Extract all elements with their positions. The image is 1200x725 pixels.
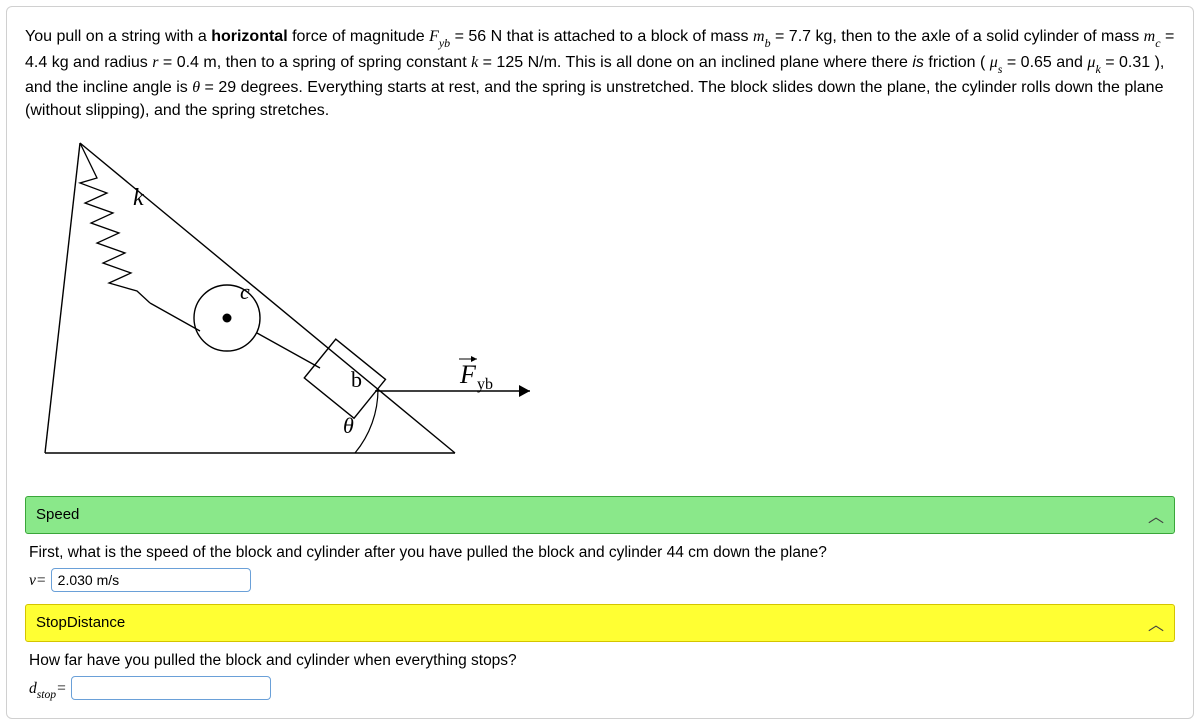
var-k: k [471,54,478,71]
svg-text:F: F [459,360,477,389]
var-Fyb: Fyb [429,28,450,45]
label-b: b [351,367,362,392]
label-c: c [240,279,250,304]
chevron-up-icon: ︿ [1148,611,1164,635]
speed-title: Speed [36,506,79,523]
text: kg and radius [52,54,153,71]
problem-statement: You pull on a string with a horizontal f… [25,25,1175,123]
chevron-up-icon: ︿ [1148,503,1164,527]
text: and [1052,54,1088,71]
speed-answer-row: v= [29,568,1171,592]
diagram-svg: θ k c b F yb [25,133,545,473]
speed-section-header[interactable]: Speed ︿ [25,496,1175,534]
stopdistance-prefix: dstop= [29,680,67,697]
speed-input[interactable] [51,568,251,592]
var-mc: mc [1144,28,1161,45]
val-r: 0.4 m [177,54,217,71]
val-theta: 29 [218,79,236,96]
stopdistance-section-header[interactable]: StopDistance ︿ [25,604,1175,642]
stopdistance-input[interactable] [71,676,271,700]
stopdistance-section-body: How far have you pulled the block and cy… [25,642,1175,706]
val-Fyb: 56 N [468,28,502,45]
speed-prefix: v= [29,572,46,589]
text: You pull on a string with a [25,28,211,45]
val-k: 125 N/m [496,54,556,71]
var-theta: θ [192,79,200,96]
val-mus: 0.65 [1021,54,1052,71]
text: friction ( [924,54,990,71]
text: force of magnitude [288,28,429,45]
text: . This is all done on an inclined plane … [557,54,912,71]
incline-diagram: θ k c b F yb [25,133,1175,478]
problem-card: You pull on a string with a horizontal f… [6,6,1194,719]
italic-is: is [912,54,924,71]
speed-question: First, what is the speed of the block an… [29,544,1171,562]
var-mus: μs [990,54,1003,71]
label-k: k [133,185,144,211]
val-mc: 4.4 [25,54,47,71]
text: , then to the axle of a solid cylinder o… [832,28,1143,45]
bold-horizontal: horizontal [211,28,287,45]
stopdistance-title: StopDistance [36,614,125,631]
label-Fyb: F yb [459,356,493,393]
stopdistance-answer-row: dstop= [29,676,1171,700]
stopdistance-question: How far have you pulled the block and cy… [29,652,1171,670]
var-muk: μk [1087,54,1100,71]
speed-section-body: First, what is the speed of the block an… [25,534,1175,598]
var-r: r [152,54,158,71]
text: that is attached to a block of mass [502,28,753,45]
text: , then to a spring of spring constant [217,54,471,71]
var-mb: mb [753,28,771,45]
val-muk: 0.31 [1119,54,1150,71]
val-mb: 7.7 kg [789,28,833,45]
svg-text:yb: yb [477,376,493,393]
